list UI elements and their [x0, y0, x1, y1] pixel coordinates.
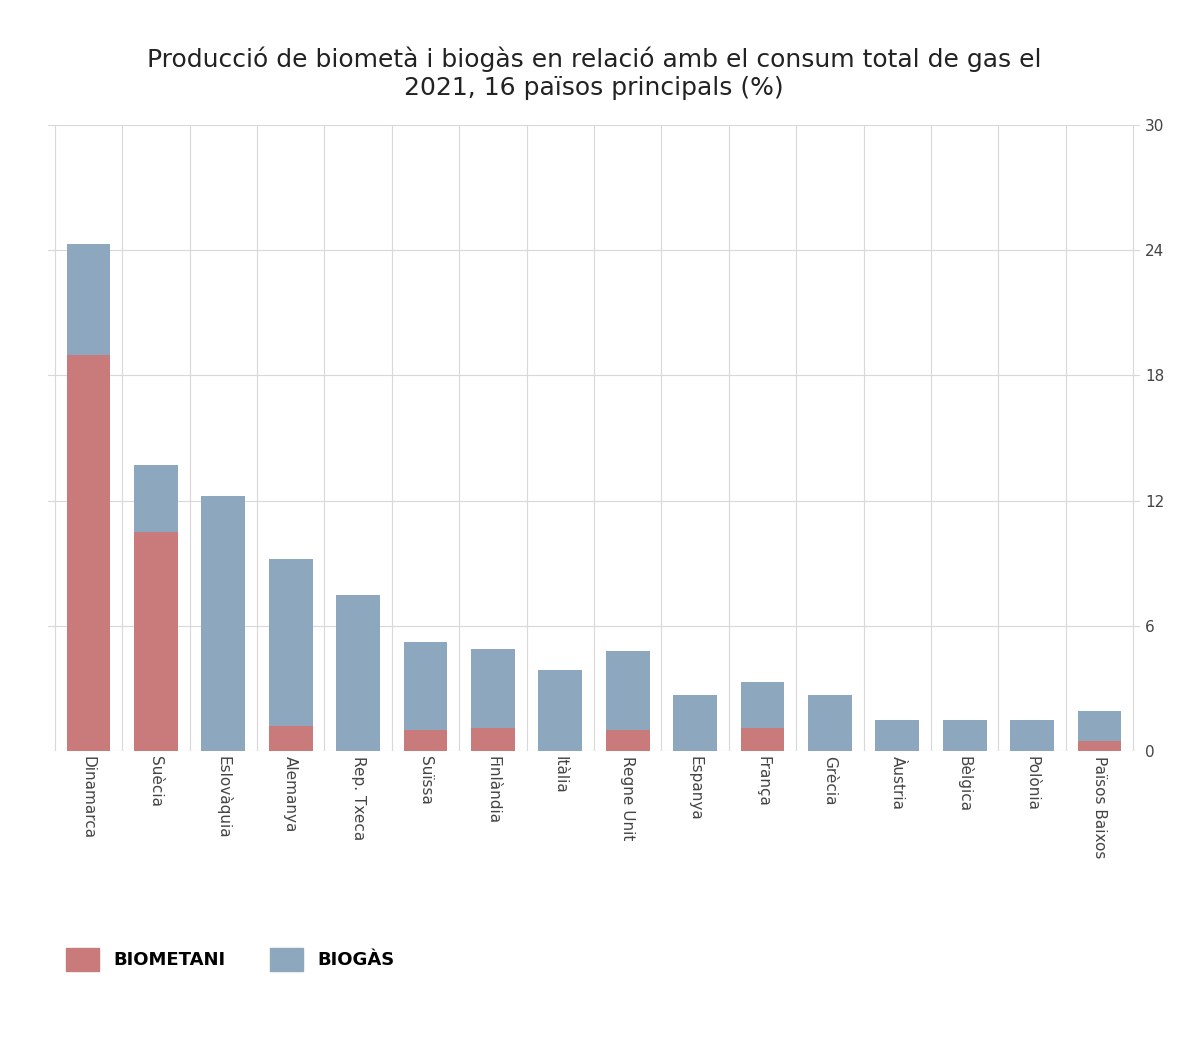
Bar — [1078, 711, 1122, 741]
Bar — [673, 695, 718, 751]
Bar — [403, 730, 448, 751]
Bar — [808, 695, 852, 751]
Title: Producció de biometà i biogàs en relació amb el consum total de gas el
2021, 16 : Producció de biometà i biogàs en relació… — [146, 46, 1042, 99]
Bar — [134, 532, 178, 751]
Bar — [269, 726, 312, 751]
Bar — [66, 244, 110, 355]
Bar — [134, 465, 178, 532]
Bar — [1078, 741, 1122, 751]
Bar — [202, 496, 245, 751]
Bar — [606, 730, 649, 751]
Bar — [336, 595, 380, 751]
Legend: BIOMETANI, BIOGÀS: BIOMETANI, BIOGÀS — [58, 939, 403, 979]
Bar — [539, 670, 582, 751]
Bar — [1010, 720, 1054, 751]
Bar — [269, 559, 312, 726]
Bar — [470, 649, 515, 728]
Bar — [943, 720, 986, 751]
Bar — [740, 682, 785, 728]
Bar — [403, 642, 448, 730]
Bar — [470, 728, 515, 751]
Bar — [66, 355, 110, 751]
Bar — [740, 728, 785, 751]
Bar — [606, 651, 649, 730]
Bar — [876, 720, 919, 751]
